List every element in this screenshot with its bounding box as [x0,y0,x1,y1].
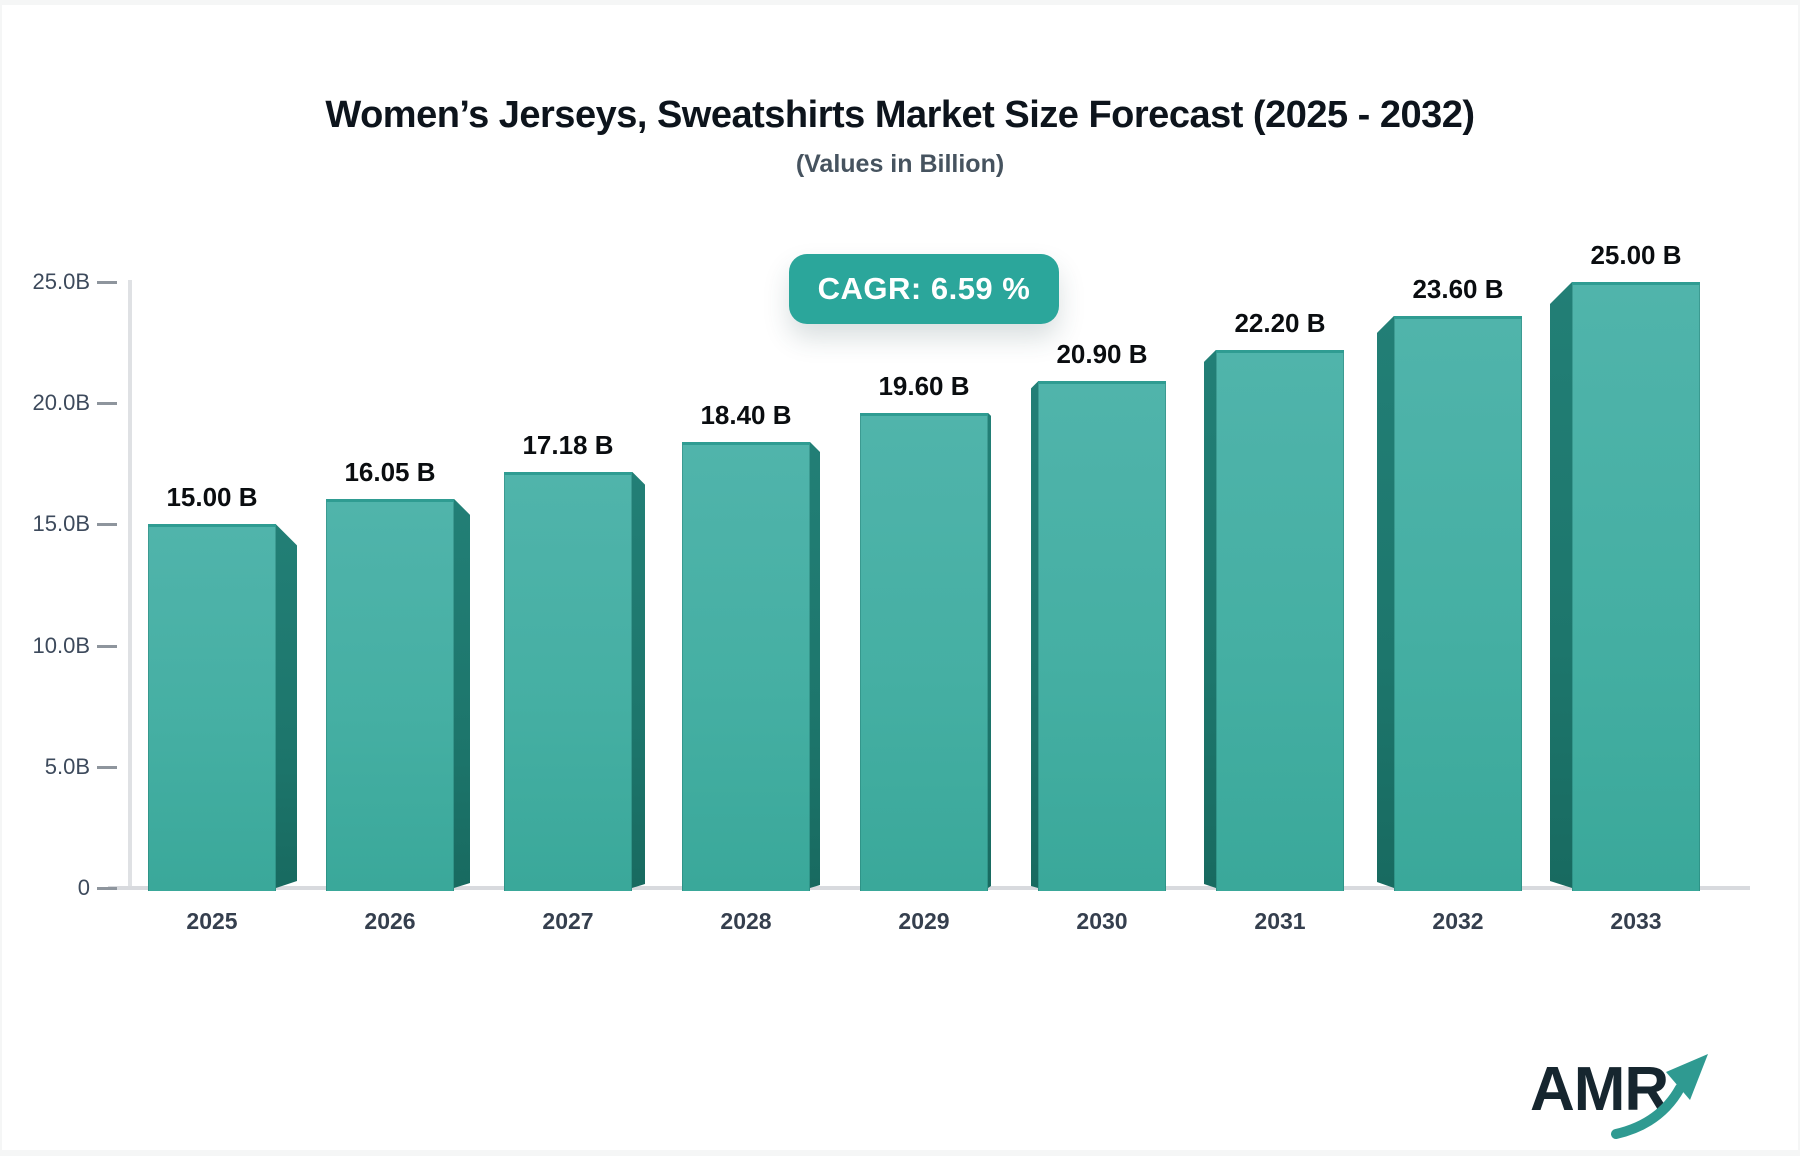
y-tick-dash [97,765,117,769]
bar [504,471,632,891]
y-tick-dash [97,402,117,406]
x-tick-label: 2030 [1076,908,1128,934]
bar [1038,381,1166,891]
chart-subtitle: (Values in Billion) [795,150,1005,178]
bar-value-label: 19.60 B [878,370,970,401]
x-tick-label: 2027 [542,908,594,934]
bar-side [1204,349,1216,888]
x-tick-label: 2029 [898,908,950,934]
y-tick-label: 20.0B [32,390,91,416]
bar [682,442,810,891]
y-axis-line [128,280,132,888]
bar-side [1031,381,1038,888]
bar [326,498,454,891]
bar-side [454,498,470,888]
y-tick-dash [97,887,117,890]
bar [1394,315,1522,891]
x-tick-label: 2026 [364,908,416,934]
y-tick-label: 25.0B [32,269,91,294]
bar-value-label: 22.20 B [1234,307,1326,338]
y-tick-dash [97,644,117,648]
y-tick-dash [97,281,117,284]
bar [860,412,988,891]
bar-value-label: 18.40 B [700,400,792,430]
x-tick-label: 2028 [720,908,772,934]
y-tick-dash [97,523,117,527]
bar-value-label: 20.90 B [1056,339,1148,370]
bar-side [810,442,820,888]
bar [1216,349,1344,891]
x-tick-label: 2033 [1610,908,1662,934]
chart-title: Women’s Jerseys, Sweatshirts Market Size… [325,94,1475,136]
bar [148,524,276,891]
bar-value-label: 25.00 B [1590,240,1682,270]
y-tick-label: 0 [77,875,90,900]
bar-side [276,524,297,888]
x-tick-label: 2031 [1254,908,1306,934]
bar-value-label: 17.18 B [522,429,614,460]
amr-logo-text: AMR [1530,1055,1669,1124]
amr-logo-arrow-icon [1611,1054,1708,1139]
bar-side [988,412,991,888]
bar-value-label: 15.00 B [166,482,258,513]
bar-side [1377,315,1394,888]
bar-value-label: 23.60 B [1412,273,1504,304]
bar [1572,282,1700,891]
cagr-badge: CAGR: 6.59 % [789,254,1059,324]
y-tick-label: 15.0B [32,511,91,537]
x-tick-label: 2032 [1432,908,1484,934]
bar-value-label: 16.05 B [344,456,436,487]
x-tick-label: 2025 [186,908,238,934]
bar-side [632,471,645,888]
y-tick-label: 10.0B [32,632,91,658]
bar-side [1550,282,1572,888]
amr-logo: AMR [1530,1046,1730,1146]
y-tick-label: 5.0B [44,753,90,779]
